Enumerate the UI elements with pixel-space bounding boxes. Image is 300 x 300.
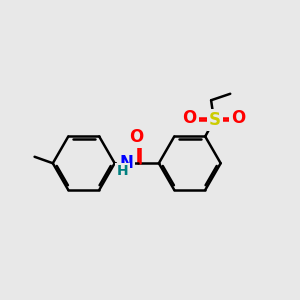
Text: S: S (208, 111, 220, 129)
Text: O: O (182, 109, 197, 127)
Text: H: H (117, 164, 128, 178)
Text: O: O (129, 128, 144, 146)
Text: N: N (119, 154, 133, 172)
Text: O: O (231, 109, 246, 127)
